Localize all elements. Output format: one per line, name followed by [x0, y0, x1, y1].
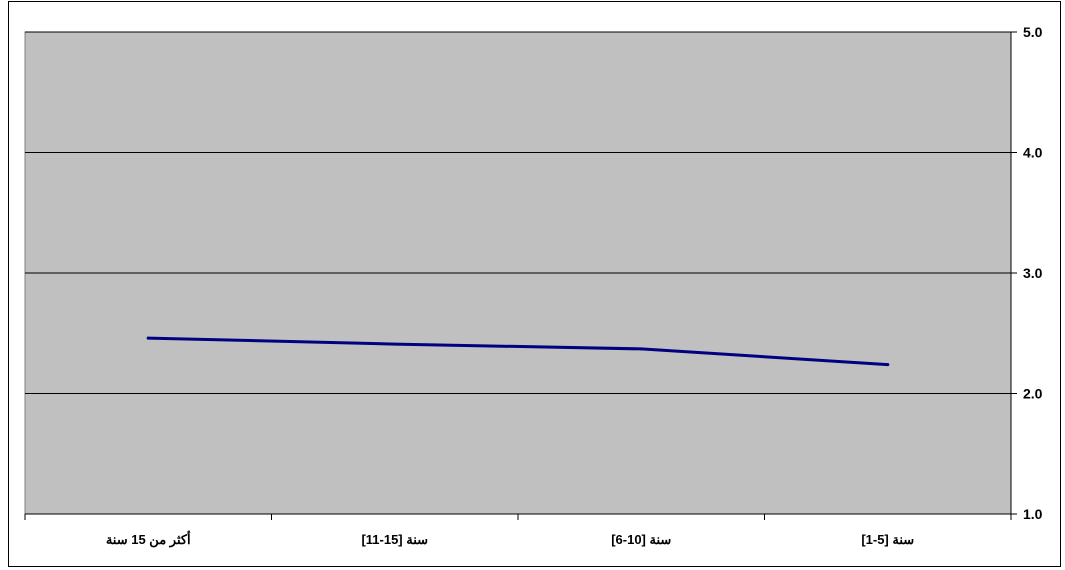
x-axis: أكثر من 15 سنة [11-15] سنة [6-10] سنة [1-5]…	[25, 514, 1011, 548]
x-tick-label: [11-15] سنة	[361, 532, 428, 547]
x-tick-label: [1-5] سنة	[861, 532, 914, 547]
data-point	[640, 347, 643, 350]
x-tick-label: أكثر من 15 سنة	[106, 531, 191, 548]
y-tick-label: 4.0	[1023, 145, 1043, 161]
data-point	[886, 363, 889, 366]
y-tick-label: 1.0	[1023, 506, 1043, 522]
data-point	[393, 343, 396, 346]
y-axis: 1.0 2.0 3.0 4.0 5.0	[1011, 24, 1043, 522]
y-tick-label: 5.0	[1023, 24, 1043, 40]
y-tick-label: 2.0	[1023, 386, 1043, 402]
x-tick-label: [6-10] سنة	[611, 532, 671, 547]
data-point	[147, 337, 150, 340]
y-tick-label: 3.0	[1023, 265, 1043, 281]
